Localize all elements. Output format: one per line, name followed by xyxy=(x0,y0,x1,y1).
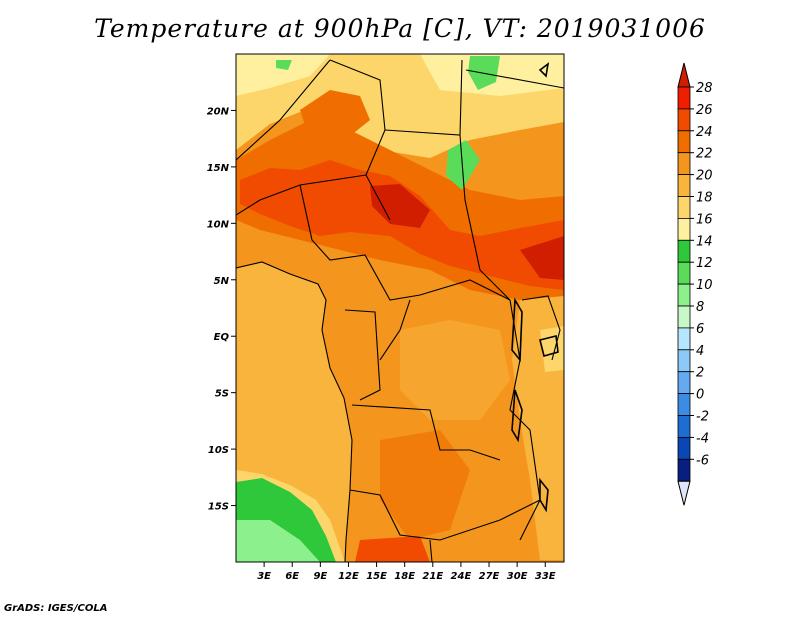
colorbar-segment xyxy=(677,152,691,175)
lat-label: 10S xyxy=(208,445,229,456)
lon-label: 12E xyxy=(338,571,359,582)
grads-credit: GrADS: IGES/COLA xyxy=(4,603,108,614)
colorbar-segment xyxy=(677,415,691,438)
colorbar-level-label: -4 xyxy=(696,431,709,446)
lat-label: 15N xyxy=(207,163,230,174)
colorbar-segment xyxy=(677,393,691,416)
lon-label: 21E xyxy=(422,571,443,582)
colorbar-level-label: 26 xyxy=(696,103,713,118)
colorbar-level-label: 12 xyxy=(696,256,713,271)
colorbar-level-label: 6 xyxy=(696,322,704,337)
lon-label: 15E xyxy=(366,571,387,582)
colorbar-segment xyxy=(677,371,691,395)
colorbar-segment xyxy=(677,196,691,219)
lon-label: 33E xyxy=(535,571,556,582)
colorbar-segment xyxy=(677,130,691,154)
colorbar-level-label: 22 xyxy=(696,147,713,162)
colorbar-level-label: 20 xyxy=(696,169,713,184)
lat-label: 10N xyxy=(207,219,230,230)
colorbar-segment xyxy=(677,261,691,285)
lakes-outline xyxy=(511,62,559,513)
lon-label: 30E xyxy=(507,571,528,582)
colorbar-segment xyxy=(677,217,691,241)
colorbar-segment xyxy=(677,108,691,132)
colorbar-segment xyxy=(677,86,691,110)
colorbar-segment xyxy=(677,436,691,460)
map-title: Temperature at 900hPa [C], VT: 201903100… xyxy=(94,14,706,43)
colorbar-level-label: 18 xyxy=(696,191,713,206)
lat-label: 15S xyxy=(208,502,229,513)
colorbar-segment xyxy=(677,458,691,482)
colorbar-segment xyxy=(677,174,691,197)
colorbar-level-label: 24 xyxy=(696,125,713,140)
colorbar-segment xyxy=(677,283,691,307)
colorbar-segment xyxy=(677,349,691,373)
lat-label: 5N xyxy=(214,276,230,287)
temperature-field xyxy=(236,54,564,562)
colorbar-top-arrow xyxy=(677,62,691,88)
lon-label: 9E xyxy=(313,571,327,582)
colorbar-level-label: 8 xyxy=(696,300,704,315)
colorbar-level-label: -6 xyxy=(696,453,709,468)
colorbar-level-label: 4 xyxy=(696,344,704,359)
colorbar-segment xyxy=(677,305,691,329)
colorbar-level-label: -2 xyxy=(696,410,709,425)
lat-label: EQ xyxy=(214,332,230,343)
colorbar-level-label: 28 xyxy=(696,81,713,96)
lon-label: 24E xyxy=(451,571,472,582)
map-axes: 20N 15N 10N 5N EQ 5S 10S 15S 3E 6E 9E 12E 15E 18E 21E 2… xyxy=(207,106,556,582)
colorbar-level-label: 14 xyxy=(696,234,713,249)
colorbar-level-label: 16 xyxy=(696,212,713,227)
lat-label: 20N xyxy=(207,106,230,117)
lon-label: 3E xyxy=(257,571,271,582)
colorbar-level-label: 0 xyxy=(696,388,704,403)
lon-label: 6E xyxy=(285,571,299,582)
lat-label: 5S xyxy=(215,389,229,400)
lon-label: 18E xyxy=(394,571,415,582)
colorbar-segment xyxy=(677,327,691,351)
colorbar-level-label: 2 xyxy=(696,366,704,381)
colorbar-bottom-arrow xyxy=(677,480,691,506)
lon-label: 27E xyxy=(479,571,500,582)
map-frame xyxy=(235,53,565,563)
colorbar-level-label: 10 xyxy=(696,278,713,293)
colorbar-segment xyxy=(677,239,691,263)
